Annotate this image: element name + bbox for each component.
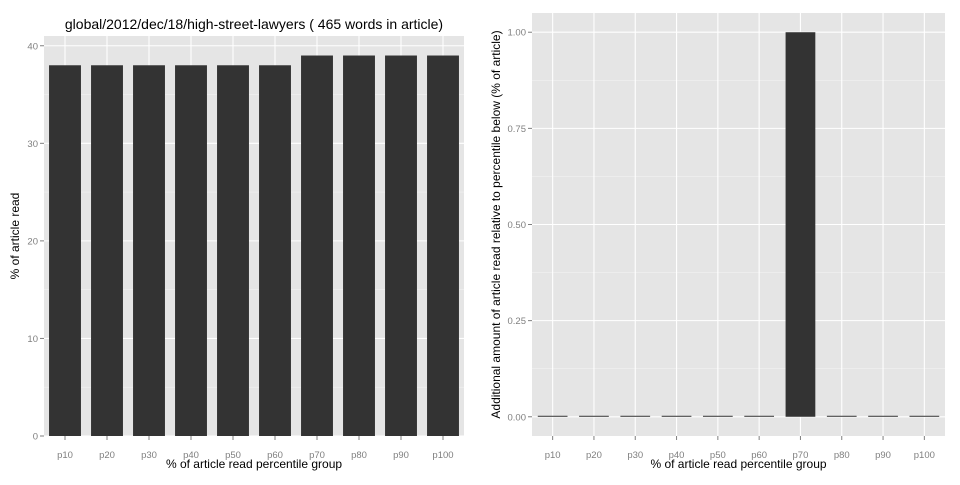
bar-p90 [385,55,417,436]
x-tick-label: p40 [183,450,199,461]
y-tick-label: 0 [33,432,38,443]
x-tick-label: p60 [267,450,283,461]
y-axis-title: % of article read [8,193,22,280]
y-tick-label: 0.00 [508,412,527,423]
x-tick-label: p50 [710,450,726,461]
x-tick-label: p20 [586,450,602,461]
bar-p10 [49,65,81,436]
x-tick-label: p100 [914,450,935,461]
x-tick-label: p40 [669,450,685,461]
y-tick-label: 0.75 [508,124,527,135]
x-tick-label: p20 [99,450,115,461]
bar-p100 [427,55,459,436]
y-axis-title: Additional amount of article read relati… [489,30,503,418]
bar-p40 [175,65,207,436]
y-tick-label: 30 [27,139,38,150]
x-tick-label: p90 [393,450,409,461]
x-tick-label: p70 [309,450,325,461]
bar-p50 [217,65,249,436]
x-axis-title: % of article read percentile group [166,457,342,471]
y-tick-label: 40 [27,41,38,52]
x-tick-label: p10 [545,450,561,461]
bar-p80 [826,415,857,417]
x-tick-label: p80 [834,450,850,461]
bar-p50 [702,415,733,417]
x-tick-label: p10 [57,450,73,461]
x-tick-label: p50 [225,450,241,461]
bar-p70 [785,32,816,417]
bar-p20 [91,65,123,436]
y-tick-label: 20 [27,236,38,247]
bar-p70 [301,55,333,436]
chart-panel-1: 0 10 20 30 40 p10 p20 p30 p40 p50 p60 p70 p80 p90 p100… [8,16,464,471]
y-tick-label: 0.25 [508,316,527,327]
y-tick-label: 10 [27,334,38,345]
chart-title: global/2012/dec/18/high-street-lawyers (… [65,16,443,32]
x-tick-label: p90 [875,450,891,461]
x-tick-label: p100 [432,450,453,461]
bar-p40 [661,415,692,417]
bar-p100 [909,415,940,417]
x-tick-label: p30 [141,450,157,461]
bar-p30 [620,415,651,417]
x-tick-label: p30 [627,450,643,461]
x-axis-title: % of article read percentile group [650,457,826,471]
x-tick-label: p60 [751,450,767,461]
chart-panel-2: 0.00 0.25 0.50 0.75 1.00 p10 p20 p30 p40 p50 p60 p7… [489,13,945,471]
x-tick-label: p80 [351,450,367,461]
y-tick-label: 0.50 [508,220,527,231]
bar-p20 [579,415,609,417]
bar-p80 [343,55,375,436]
bar-p60 [744,415,775,417]
bar-p90 [868,415,898,417]
y-tick-label: 1.00 [508,28,527,39]
bar-p60 [259,65,291,436]
bar-p10 [537,415,568,417]
x-tick-label: p70 [793,450,809,461]
bar-p30 [133,65,165,436]
